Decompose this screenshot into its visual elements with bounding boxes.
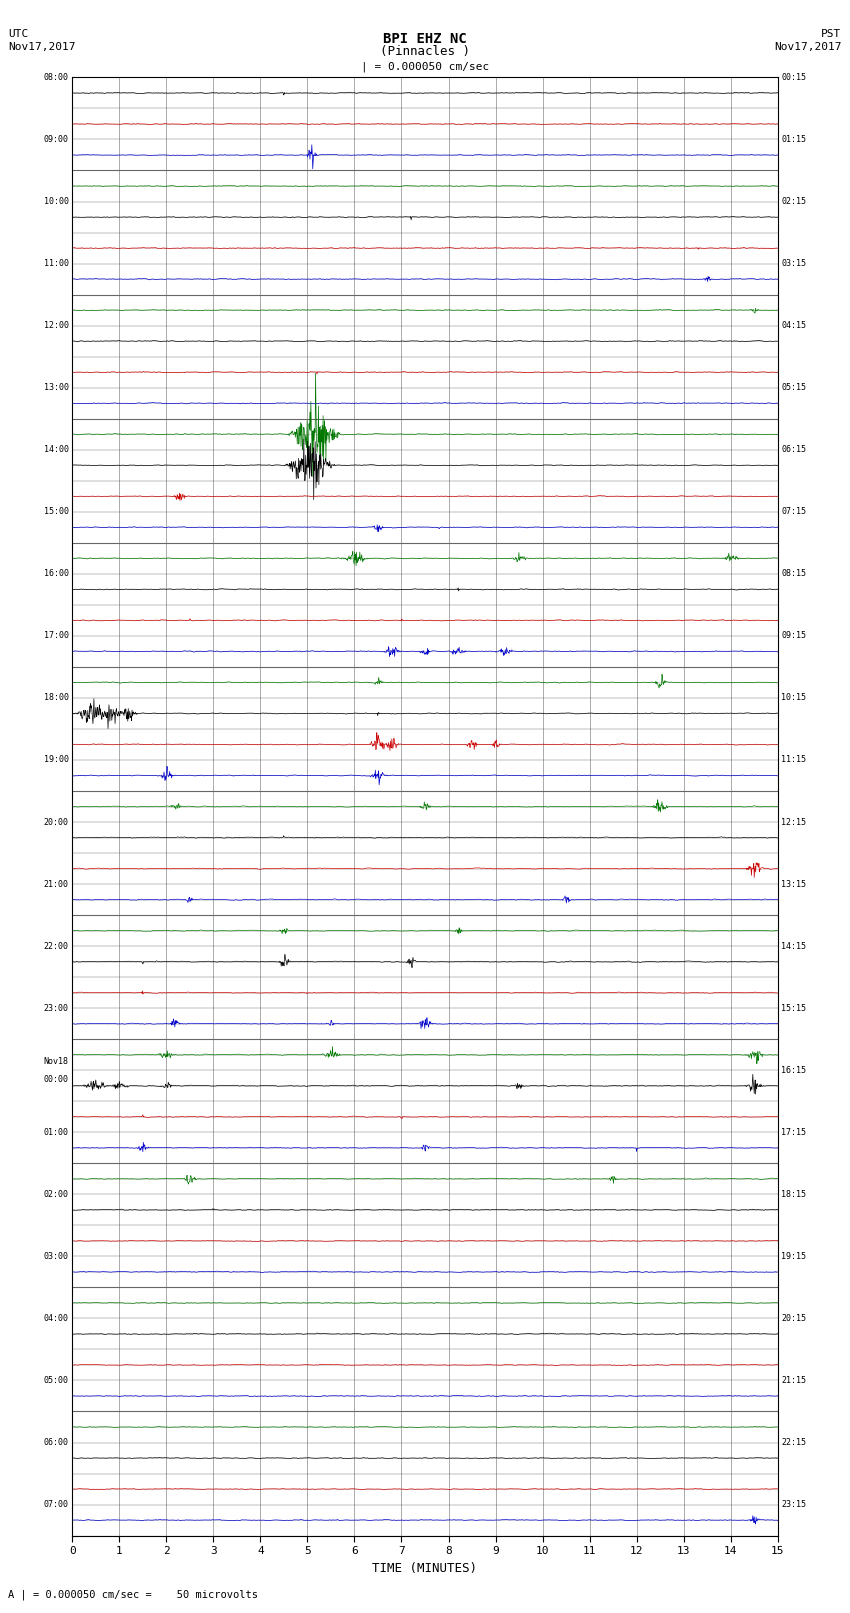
Text: 00:00: 00:00 — [43, 1074, 69, 1084]
Text: 13:15: 13:15 — [781, 879, 807, 889]
Text: 16:00: 16:00 — [43, 569, 69, 579]
Text: | = 0.000050 cm/sec: | = 0.000050 cm/sec — [361, 61, 489, 73]
Text: 14:15: 14:15 — [781, 942, 807, 950]
Text: 03:00: 03:00 — [43, 1252, 69, 1261]
Text: 19:15: 19:15 — [781, 1252, 807, 1261]
Text: 22:15: 22:15 — [781, 1439, 807, 1447]
Text: 08:00: 08:00 — [43, 73, 69, 82]
Text: 11:15: 11:15 — [781, 755, 807, 765]
Text: 11:00: 11:00 — [43, 260, 69, 268]
Text: 00:15: 00:15 — [781, 73, 807, 82]
Text: A | = 0.000050 cm/sec =    50 microvolts: A | = 0.000050 cm/sec = 50 microvolts — [8, 1589, 258, 1600]
Text: 06:00: 06:00 — [43, 1439, 69, 1447]
Text: 21:15: 21:15 — [781, 1376, 807, 1386]
Text: 08:15: 08:15 — [781, 569, 807, 579]
Text: 01:15: 01:15 — [781, 135, 807, 144]
Text: 21:00: 21:00 — [43, 879, 69, 889]
Text: 06:15: 06:15 — [781, 445, 807, 455]
Text: 04:00: 04:00 — [43, 1315, 69, 1323]
Text: 04:15: 04:15 — [781, 321, 807, 331]
Text: 18:00: 18:00 — [43, 694, 69, 702]
Text: PST: PST — [821, 29, 842, 39]
Text: 09:00: 09:00 — [43, 135, 69, 144]
Text: 05:15: 05:15 — [781, 384, 807, 392]
Text: 13:00: 13:00 — [43, 384, 69, 392]
Text: 02:15: 02:15 — [781, 197, 807, 206]
Text: 05:00: 05:00 — [43, 1376, 69, 1386]
Text: 20:15: 20:15 — [781, 1315, 807, 1323]
Text: 10:00: 10:00 — [43, 197, 69, 206]
Text: 12:00: 12:00 — [43, 321, 69, 331]
Text: 17:15: 17:15 — [781, 1127, 807, 1137]
X-axis label: TIME (MINUTES): TIME (MINUTES) — [372, 1561, 478, 1574]
Text: 15:00: 15:00 — [43, 506, 69, 516]
Text: (Pinnacles ): (Pinnacles ) — [380, 45, 470, 58]
Text: 14:00: 14:00 — [43, 445, 69, 455]
Text: 15:15: 15:15 — [781, 1003, 807, 1013]
Text: 19:00: 19:00 — [43, 755, 69, 765]
Text: 02:00: 02:00 — [43, 1190, 69, 1198]
Text: UTC: UTC — [8, 29, 29, 39]
Text: 09:15: 09:15 — [781, 631, 807, 640]
Text: 16:15: 16:15 — [781, 1066, 807, 1074]
Text: 23:00: 23:00 — [43, 1003, 69, 1013]
Text: 07:00: 07:00 — [43, 1500, 69, 1510]
Text: Nov18: Nov18 — [43, 1057, 69, 1066]
Text: 07:15: 07:15 — [781, 506, 807, 516]
Text: 20:00: 20:00 — [43, 818, 69, 826]
Text: Nov17,2017: Nov17,2017 — [8, 42, 76, 52]
Text: 10:15: 10:15 — [781, 694, 807, 702]
Text: 17:00: 17:00 — [43, 631, 69, 640]
Text: 03:15: 03:15 — [781, 260, 807, 268]
Text: 01:00: 01:00 — [43, 1127, 69, 1137]
Text: BPI EHZ NC: BPI EHZ NC — [383, 32, 467, 47]
Text: 22:00: 22:00 — [43, 942, 69, 950]
Text: 12:15: 12:15 — [781, 818, 807, 826]
Text: 23:15: 23:15 — [781, 1500, 807, 1510]
Text: Nov17,2017: Nov17,2017 — [774, 42, 842, 52]
Text: 18:15: 18:15 — [781, 1190, 807, 1198]
